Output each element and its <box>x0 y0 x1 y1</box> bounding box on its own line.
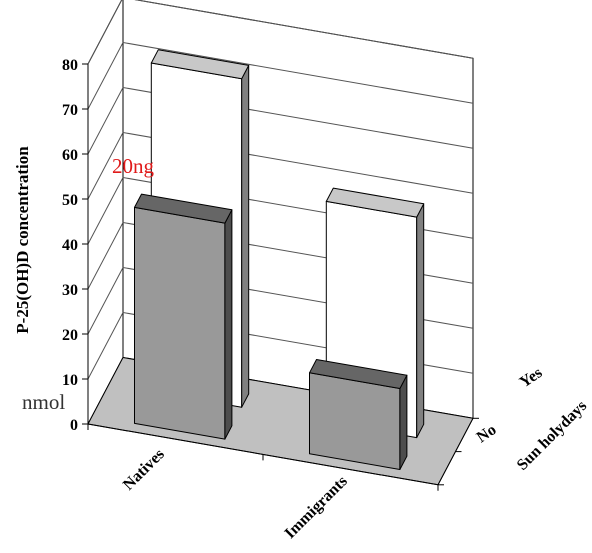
z-axis-label: Sun holydays <box>514 397 590 473</box>
y-tick-label-50: 50 <box>62 192 78 209</box>
series-label-yes: Yes <box>517 364 546 391</box>
y-tick-label-20: 20 <box>62 327 78 344</box>
gridline-back-80 <box>134 0 474 59</box>
gridline-left-80 <box>87 0 123 65</box>
left-wall <box>87 0 124 425</box>
annotation-nmol: nmol <box>22 390 65 414</box>
bar-no-immigrants-side <box>399 374 408 470</box>
y-axis-label: P-25(OH)D concentration <box>13 146 32 334</box>
category-label-immigrants: Immigrants <box>282 473 351 542</box>
gridline-left-20 <box>87 267 124 335</box>
y-tick-label-10: 10 <box>62 372 78 389</box>
bar-yes-natives-top <box>150 49 250 80</box>
category-label-natives: Natives <box>120 446 168 494</box>
bar-yes-natives-side <box>241 64 250 408</box>
bar-no-immigrants-top <box>309 359 408 389</box>
bar-no-immigrants-front <box>309 372 401 470</box>
y-tick-label-80: 80 <box>62 57 78 74</box>
gridline-left-40 <box>87 177 124 245</box>
gridline-left-10 <box>87 312 124 380</box>
gridline-left-70 <box>87 42 124 110</box>
bar-no-immigrants <box>309 359 408 470</box>
bar-yes-immigrants-side <box>416 203 425 439</box>
y-tick-label-70: 70 <box>62 102 78 119</box>
gridline-back-70 <box>122 42 474 104</box>
series-label-no: No <box>474 421 500 446</box>
bar-no-natives-front <box>134 206 226 440</box>
bar-yes-immigrants-top <box>325 187 425 218</box>
bars <box>134 49 425 470</box>
gridline-left-50 <box>87 132 124 200</box>
y-tick-labels: 0 10 20 30 40 50 60 70 80 <box>62 57 78 434</box>
y-tick-label-0: 0 <box>70 417 78 434</box>
bar-no-natives-side <box>224 209 233 440</box>
gridline-left-60 <box>87 87 124 155</box>
bar-no-natives <box>134 193 233 440</box>
gridline-left-30 <box>87 222 124 290</box>
y-tick-label-40: 40 <box>62 237 78 254</box>
annotation-20ng: 20ng <box>112 154 155 178</box>
y-tick-label-30: 30 <box>62 282 78 299</box>
y-tick-label-60: 60 <box>62 147 78 164</box>
bar-no-natives-top <box>134 193 233 224</box>
